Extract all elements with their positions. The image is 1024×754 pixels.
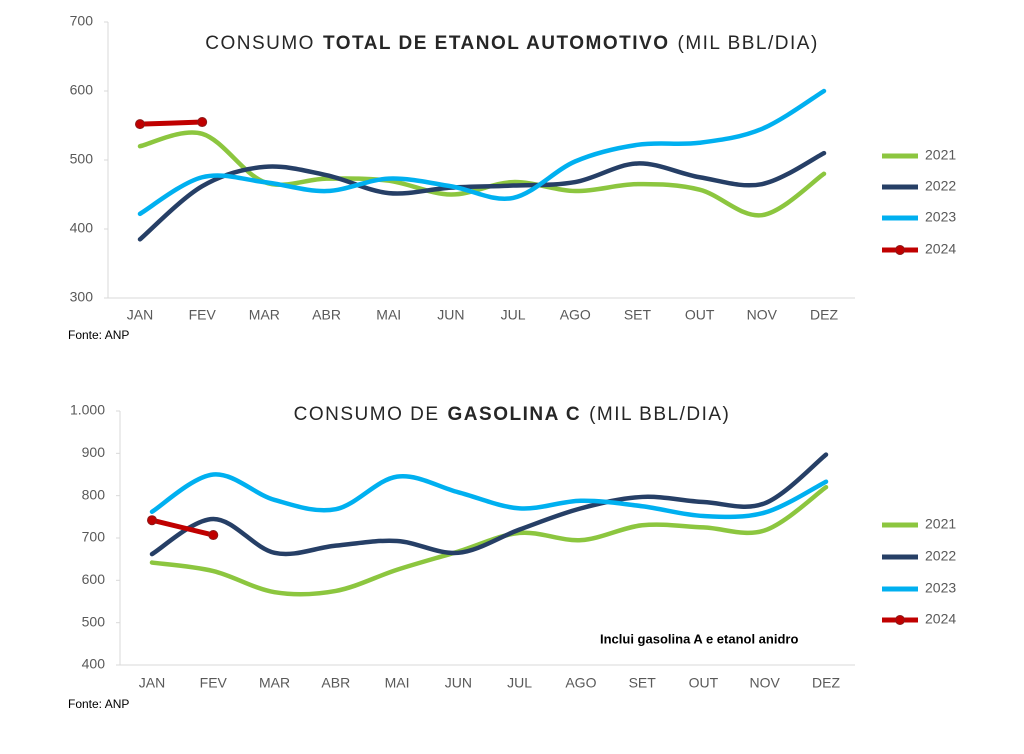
- legend-label: 2024: [925, 611, 956, 627]
- series-line: [149, 472, 829, 520]
- title-part: (MIL BBL/DIA): [678, 33, 819, 54]
- y-tick-label: 500: [70, 151, 94, 167]
- y-tick-label: 400: [70, 220, 94, 236]
- y-tick-label: 500: [82, 613, 106, 629]
- legend-label: 2024: [925, 241, 956, 257]
- title-part: GASOLINA C: [448, 404, 582, 425]
- series-line: [137, 150, 827, 242]
- chart-title: CONSUMO TOTAL DE ETANOL AUTOMOTIVO (MIL BB…: [205, 33, 819, 54]
- series-line: [137, 88, 827, 217]
- annotation: Inclui gasolina A e etanol anidro: [600, 631, 798, 646]
- series-line: [137, 130, 827, 218]
- source: Fonte: ANP: [68, 328, 129, 342]
- x-tick-label: NOV: [750, 675, 781, 691]
- series-marker: [135, 119, 145, 130]
- x-tick-label: SET: [624, 307, 652, 323]
- title-part: TOTAL DE ETANOL AUTOMOTIVO: [323, 33, 670, 54]
- y-tick-label: 600: [82, 571, 106, 587]
- x-tick-label: JAN: [127, 307, 153, 323]
- x-tick-label: MAR: [249, 307, 280, 323]
- x-tick-label: FEV: [189, 307, 217, 323]
- y-tick-label: 900: [82, 444, 106, 460]
- y-tick-label: 700: [70, 13, 94, 29]
- x-tick-label: OUT: [689, 675, 719, 691]
- x-tick-label: ABR: [321, 675, 350, 691]
- series-line: [137, 119, 205, 127]
- title-part: CONSUMO DE: [294, 404, 440, 425]
- series-marker: [208, 530, 219, 541]
- y-tick-label: 1.000: [70, 402, 105, 418]
- y-tick-label: 800: [82, 486, 106, 502]
- x-tick-label: MAI: [376, 307, 401, 323]
- legend-marker: [895, 245, 905, 255]
- x-tick-label: ABR: [312, 307, 341, 323]
- x-tick-label: DEZ: [812, 675, 840, 691]
- x-tick-label: FEV: [200, 675, 228, 691]
- series-line: [149, 452, 829, 557]
- legend-label: 2022: [925, 178, 956, 194]
- title-part: (MIL BBL/DIA): [589, 404, 730, 425]
- x-tick-label: AGO: [565, 675, 596, 691]
- source: Fonte: ANP: [68, 697, 129, 711]
- x-tick-label: JUN: [437, 307, 464, 323]
- legend-marker: [895, 615, 905, 625]
- chart-title: CONSUMO DE GASOLINA C (MIL BBL/DIA): [294, 404, 731, 425]
- x-tick-label: AGO: [560, 307, 591, 323]
- legend-label: 2023: [925, 209, 956, 225]
- series-marker: [147, 515, 157, 526]
- legend-label: 2023: [925, 580, 956, 596]
- x-tick-label: OUT: [685, 307, 715, 323]
- legend-label: 2021: [925, 147, 956, 163]
- x-tick-label: SET: [629, 675, 657, 691]
- y-tick-label: 400: [82, 656, 106, 672]
- y-tick-label: 600: [70, 82, 94, 98]
- title-part: CONSUMO: [205, 33, 315, 54]
- y-tick-label: 300: [70, 289, 94, 305]
- x-tick-label: MAR: [259, 675, 290, 691]
- x-tick-label: JUL: [507, 675, 532, 691]
- x-tick-label: JUN: [445, 675, 472, 691]
- x-tick-label: JAN: [139, 675, 165, 691]
- x-tick-label: JUL: [501, 307, 526, 323]
- y-tick-label: 700: [82, 529, 106, 545]
- x-tick-label: DEZ: [810, 307, 838, 323]
- x-tick-label: NOV: [747, 307, 778, 323]
- x-tick-label: MAI: [385, 675, 410, 691]
- series-marker: [197, 117, 208, 128]
- legend-label: 2021: [925, 516, 956, 532]
- legend-label: 2022: [925, 548, 956, 564]
